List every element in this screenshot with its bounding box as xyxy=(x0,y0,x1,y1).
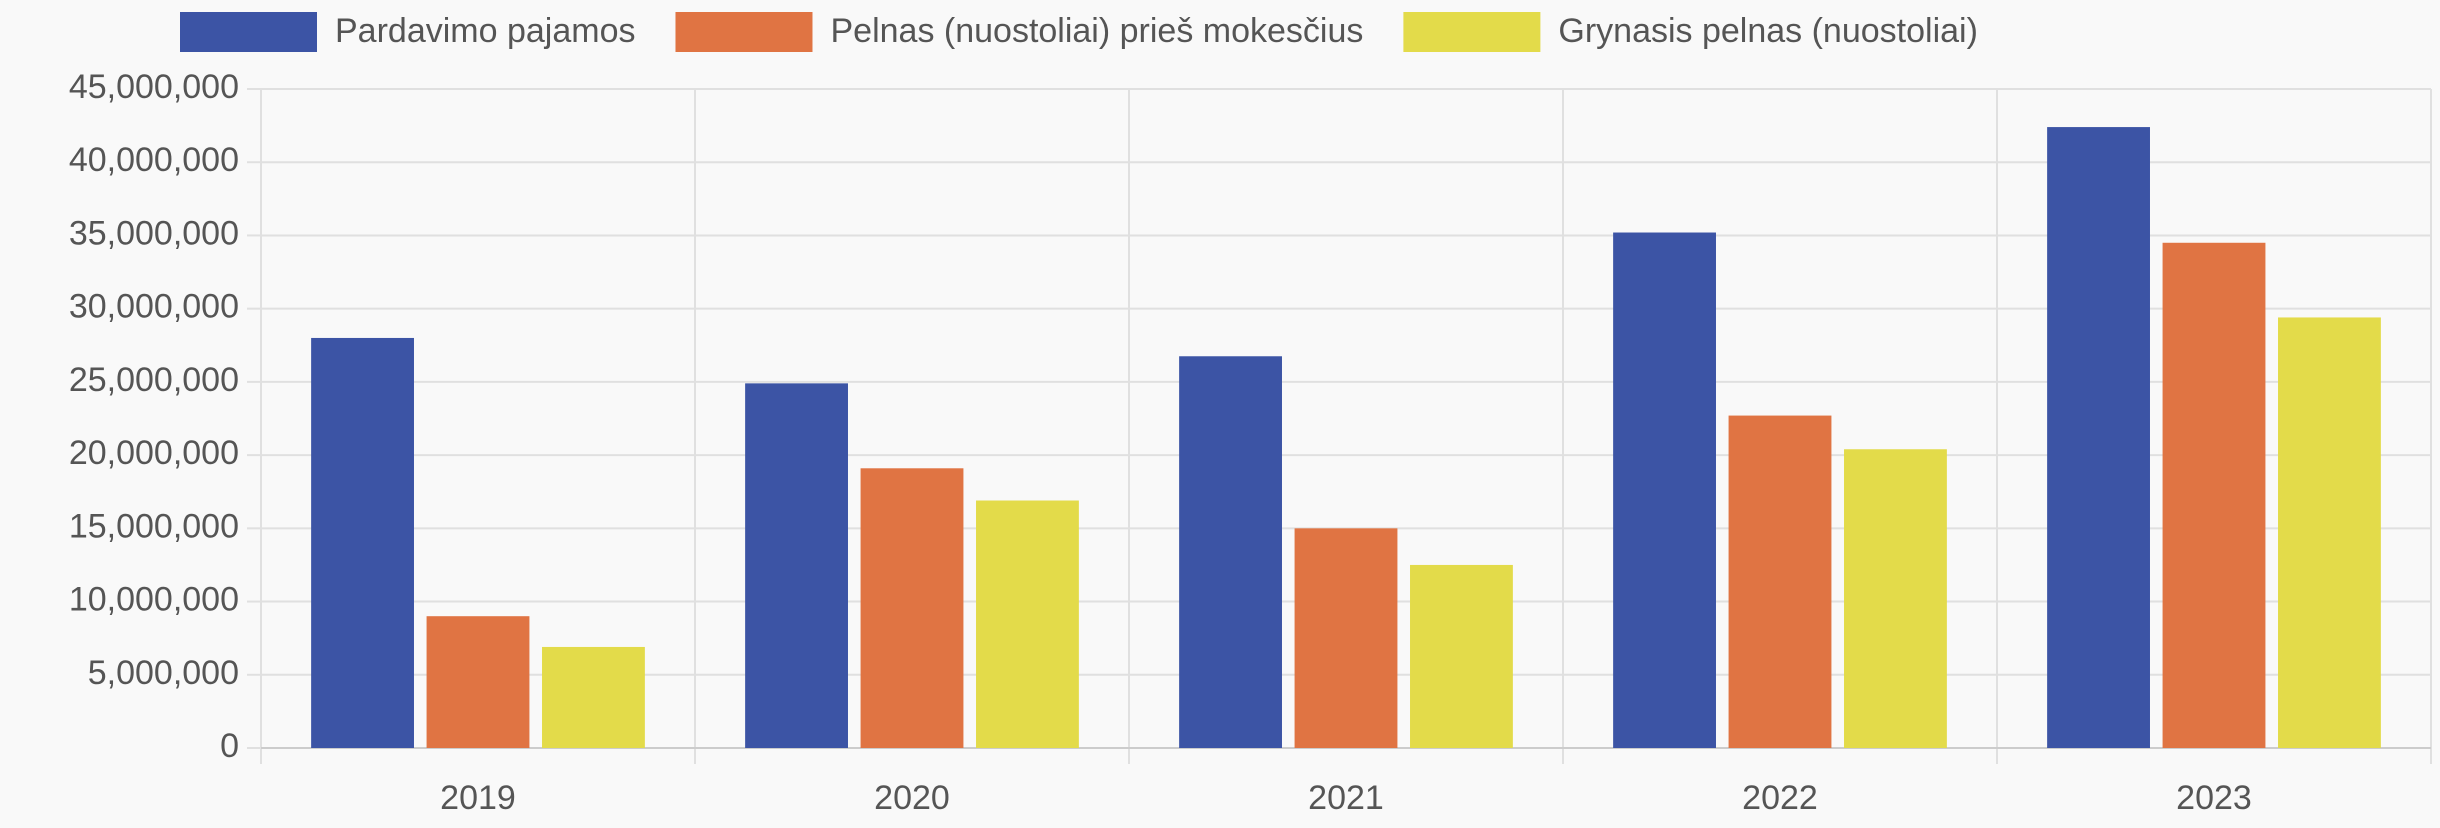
bar xyxy=(1294,528,1398,748)
bar xyxy=(1728,415,1832,748)
bar xyxy=(311,337,414,748)
x-tick-label: 2022 xyxy=(1742,779,1818,817)
y-tick-label: 35,000,000 xyxy=(69,214,239,252)
bar xyxy=(1844,449,1947,748)
x-tick-label: 2021 xyxy=(1308,779,1384,817)
bar xyxy=(1613,232,1716,748)
y-tick-label: 30,000,000 xyxy=(69,288,239,326)
y-tick-label: 25,000,000 xyxy=(69,361,239,399)
x-tick-label: 2023 xyxy=(2176,779,2252,817)
legend-label: Pardavimo pajamos xyxy=(335,12,635,50)
x-tick-label: 2019 xyxy=(440,779,516,817)
legend-swatch xyxy=(675,12,813,52)
bar xyxy=(860,468,964,748)
bar xyxy=(976,500,1079,748)
legend-label: Grynasis pelnas (nuostoliai) xyxy=(1558,12,1978,50)
y-tick-label: 15,000,000 xyxy=(69,507,239,545)
y-tick-label: 0 xyxy=(220,727,239,765)
bar xyxy=(745,383,848,748)
bar xyxy=(2047,127,2150,748)
y-tick-label: 45,000,000 xyxy=(69,68,239,106)
bar xyxy=(2278,317,2381,748)
legend-label: Pelnas (nuostoliai) prieš mokesčius xyxy=(830,12,1363,50)
y-tick-label: 40,000,000 xyxy=(69,141,239,179)
bar xyxy=(1179,356,1282,748)
y-tick-label: 20,000,000 xyxy=(69,434,239,472)
legend-swatch xyxy=(180,12,317,52)
bar xyxy=(1410,564,1513,748)
x-tick-label: 2020 xyxy=(874,779,950,817)
legend-swatch xyxy=(1403,12,1541,52)
bar xyxy=(426,616,530,748)
bar xyxy=(542,646,645,748)
y-tick-label: 10,000,000 xyxy=(69,581,239,619)
y-tick-label: 5,000,000 xyxy=(88,654,239,692)
bar xyxy=(2162,242,2266,748)
